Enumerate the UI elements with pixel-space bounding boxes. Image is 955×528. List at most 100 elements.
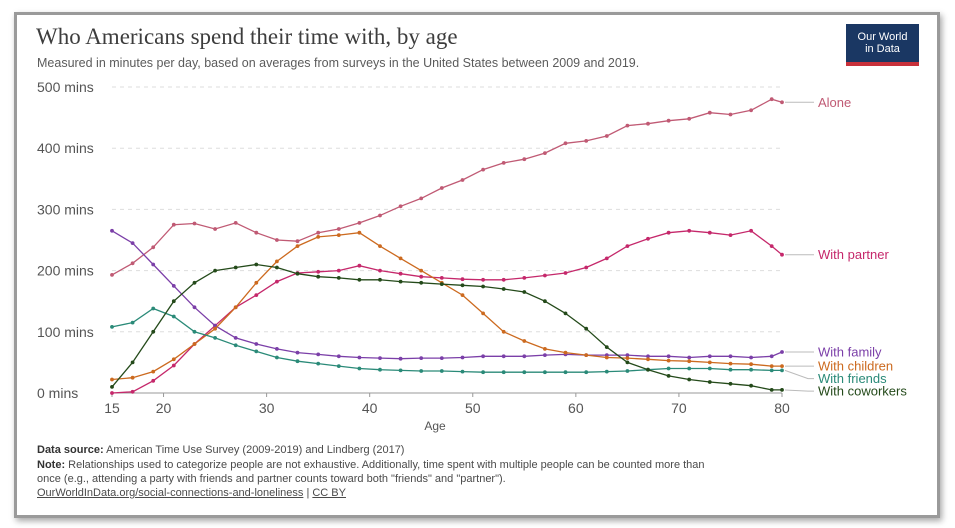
data-point — [780, 364, 784, 368]
data-point — [543, 151, 547, 156]
data-point — [275, 347, 279, 351]
data-point — [316, 352, 321, 357]
data-point — [171, 363, 176, 368]
data-point — [213, 268, 218, 273]
data-point — [213, 323, 218, 328]
data-point — [707, 360, 712, 365]
data-point — [295, 359, 300, 364]
data-point — [646, 357, 650, 362]
y-tick-label: 500 mins — [37, 79, 94, 95]
data-point — [584, 370, 589, 375]
data-point — [192, 280, 197, 285]
series-line — [111, 230, 783, 394]
data-point — [110, 325, 114, 329]
data-point — [625, 356, 630, 360]
data-point — [130, 261, 135, 266]
series-label: With partner — [818, 247, 889, 262]
x-tick-label: 50 — [465, 400, 481, 416]
data-point — [604, 345, 609, 349]
data-point — [151, 369, 156, 374]
series-with-friends: With friends — [110, 306, 887, 386]
data-point — [687, 228, 692, 233]
data-point — [213, 336, 218, 340]
data-point — [439, 369, 444, 373]
data-point — [419, 274, 424, 279]
owid-link[interactable]: OurWorldInData.org/social-connections-an… — [37, 487, 304, 499]
data-point — [666, 374, 671, 378]
data-point — [646, 121, 650, 126]
x-tick-label: 70 — [671, 400, 687, 416]
data-point — [769, 364, 774, 368]
data-point — [749, 383, 753, 388]
data-point — [728, 112, 733, 117]
data-point — [295, 350, 300, 355]
data-point — [543, 347, 547, 351]
data-point — [357, 230, 362, 235]
data-point — [233, 305, 238, 310]
data-point — [543, 370, 547, 375]
data-point — [439, 356, 444, 360]
label-connector — [784, 369, 814, 380]
data-point — [130, 320, 135, 325]
data-point — [666, 230, 671, 235]
data-point — [336, 268, 341, 273]
data-point — [481, 311, 485, 316]
data-point — [171, 357, 176, 362]
chart-subtitle: Measured in minutes per day, based on av… — [37, 56, 640, 70]
data-point — [646, 354, 650, 359]
data-point — [130, 360, 135, 365]
data-point — [316, 361, 321, 366]
data-point — [171, 299, 176, 304]
data-point — [316, 274, 321, 279]
series-line — [111, 263, 782, 391]
data-point — [357, 366, 362, 371]
data-point — [439, 186, 444, 190]
data-point — [543, 273, 547, 278]
data-point — [749, 228, 753, 233]
data-point — [378, 268, 382, 273]
data-point — [151, 306, 156, 311]
data-point — [110, 377, 114, 382]
x-tick-label: 15 — [104, 400, 120, 416]
data-point — [481, 354, 485, 359]
license-link[interactable]: CC BY — [312, 487, 346, 499]
data-point — [378, 367, 382, 372]
data-point — [419, 280, 424, 285]
data-point — [419, 369, 424, 373]
series-label: With friends — [818, 371, 887, 386]
data-point — [584, 265, 589, 270]
data-point — [728, 361, 733, 366]
data-point — [192, 342, 197, 346]
series-label: With family — [818, 344, 882, 359]
source-label: Data source: — [37, 444, 104, 456]
data-point — [419, 268, 424, 273]
data-point — [707, 354, 712, 359]
data-point — [522, 339, 527, 343]
data-point — [780, 368, 784, 373]
source-text: American Time Use Survey (2009-2019) and… — [106, 444, 405, 456]
data-point — [460, 283, 465, 288]
data-point — [295, 244, 300, 249]
data-point — [151, 262, 156, 267]
note-line-2: once (e.g., attending a party with frien… — [37, 473, 506, 485]
data-point — [749, 367, 753, 372]
data-point — [254, 280, 259, 285]
owid-logo[interactable]: Our World in Data — [846, 24, 919, 66]
chart-title: Who Americans spend their time with, by … — [36, 24, 458, 49]
data-point — [398, 271, 403, 276]
data-point — [625, 244, 630, 249]
data-point — [780, 252, 784, 257]
data-point — [625, 369, 630, 373]
chart-card-frame — [14, 12, 940, 518]
data-point — [336, 227, 341, 231]
data-point — [233, 265, 238, 270]
data-point — [625, 360, 630, 365]
data-point — [398, 368, 403, 373]
data-point — [543, 299, 547, 304]
data-point — [522, 354, 527, 359]
data-point — [501, 287, 506, 291]
data-point — [501, 370, 506, 375]
series-label: With coworkers — [818, 384, 907, 399]
data-point — [275, 265, 279, 270]
data-point — [151, 378, 156, 383]
